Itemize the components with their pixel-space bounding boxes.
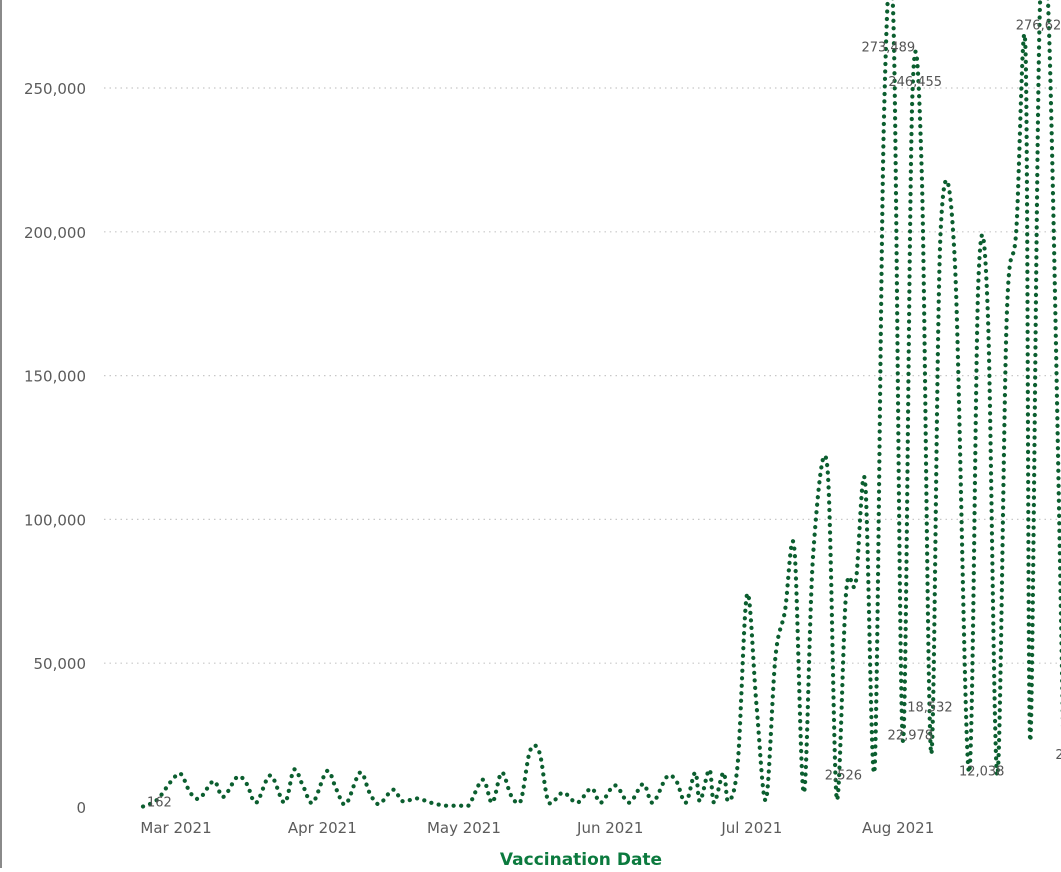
- data-label: 162: [147, 796, 172, 811]
- x-axis-title: Vaccination Date: [500, 850, 662, 868]
- data-labels: 162 2,526 22,978 273,489 246,455 18,532 12,038…: [147, 18, 1061, 810]
- y-tick-label: 250,000: [24, 80, 86, 98]
- gridlines: [104, 87, 1058, 664]
- x-tick-label: Jul 2021: [720, 819, 782, 837]
- x-tick-label: Jun 2021: [576, 819, 643, 837]
- x-axis-ticks: Mar 2021 Apr 2021 May 2021 Jun 2021 Jul 2021…: [140, 819, 934, 837]
- y-tick-label: 150,000: [24, 368, 86, 386]
- x-tick-label: Aug 2021: [862, 819, 934, 837]
- data-label: 21,595: [1055, 748, 1061, 763]
- x-tick-label: Apr 2021: [288, 819, 357, 837]
- series-line-layer: [140, 0, 1061, 809]
- x-tick-label: May 2021: [427, 819, 501, 837]
- data-label: 276,629: [1016, 18, 1061, 33]
- data-label: 22,978: [888, 729, 934, 744]
- data-label: 273,489: [861, 40, 915, 55]
- data-label: 246,455: [888, 75, 942, 90]
- x-tick-label: Mar 2021: [140, 819, 211, 837]
- y-tick-label: 50,000: [34, 655, 87, 673]
- data-label: 18,532: [907, 701, 953, 716]
- data-label: 2,526: [825, 769, 862, 784]
- y-tick-label: 0: [76, 799, 86, 817]
- y-tick-label: 100,000: [24, 511, 86, 529]
- y-tick-label: 200,000: [24, 224, 86, 242]
- frame-left-border: [0, 0, 2, 868]
- series-line: [140, 0, 1061, 809]
- y-axis-ticks: 0 50,000 100,000 150,000 200,000 250,000: [24, 80, 86, 817]
- data-label: 12,038: [959, 764, 1005, 779]
